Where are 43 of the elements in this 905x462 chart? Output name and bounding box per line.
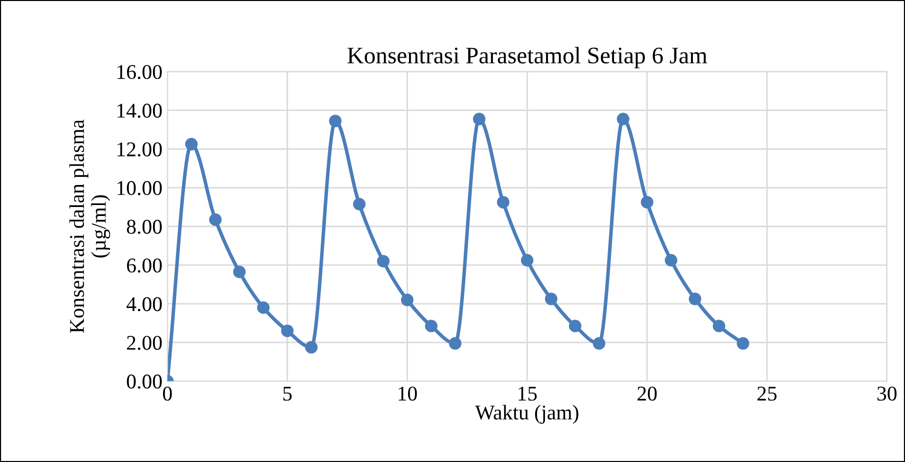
point (520, 254, 534, 266)
point (736, 337, 750, 350)
point (664, 254, 678, 266)
y-tick-label: 14.00 (118, 104, 162, 118)
point (257, 301, 270, 314)
point (616, 112, 630, 126)
y-tick-label: 4.00 (126, 297, 162, 312)
chart-title: Konsentrasi Parasetamol Setiap 6 Jam (348, 46, 708, 68)
point (712, 320, 726, 332)
point (353, 198, 366, 210)
point (185, 138, 198, 150)
y-tick-label: 0.00 (126, 374, 162, 389)
y-tick-label: 8.00 (126, 220, 162, 234)
point (544, 292, 558, 306)
point (233, 266, 246, 278)
point (424, 320, 438, 332)
point (281, 324, 294, 338)
point (401, 294, 414, 306)
point (688, 292, 702, 306)
y-tick-label: 12.00 (118, 142, 162, 157)
point (640, 196, 654, 208)
x-tick-label: 0 (163, 386, 172, 401)
x-tick-label: 25 (757, 386, 777, 401)
x-tick-label: 20 (638, 386, 657, 401)
y-axis-title: Konsentrasi dalan plasma (µg/ml) (69, 120, 110, 333)
point (448, 337, 462, 350)
y-tick-label: 6.00 (127, 258, 162, 273)
y-tick-label: 16.00 (118, 64, 162, 80)
point (496, 196, 510, 208)
y-tick-label: 2.00 (127, 336, 162, 350)
x-tick-label: 5 (283, 386, 292, 401)
y-tick-label: 10.00 (118, 181, 162, 196)
x-tick-label: 30 (877, 386, 897, 401)
point (377, 254, 390, 268)
point (592, 337, 606, 350)
x-axis-title: Waktu (jam) (475, 404, 578, 424)
point (568, 320, 582, 332)
point (305, 341, 318, 354)
x-tick-label: 15 (518, 386, 537, 401)
x-tick-label: 10 (398, 386, 417, 401)
point (329, 114, 342, 128)
point (472, 112, 486, 126)
point (209, 213, 222, 226)
